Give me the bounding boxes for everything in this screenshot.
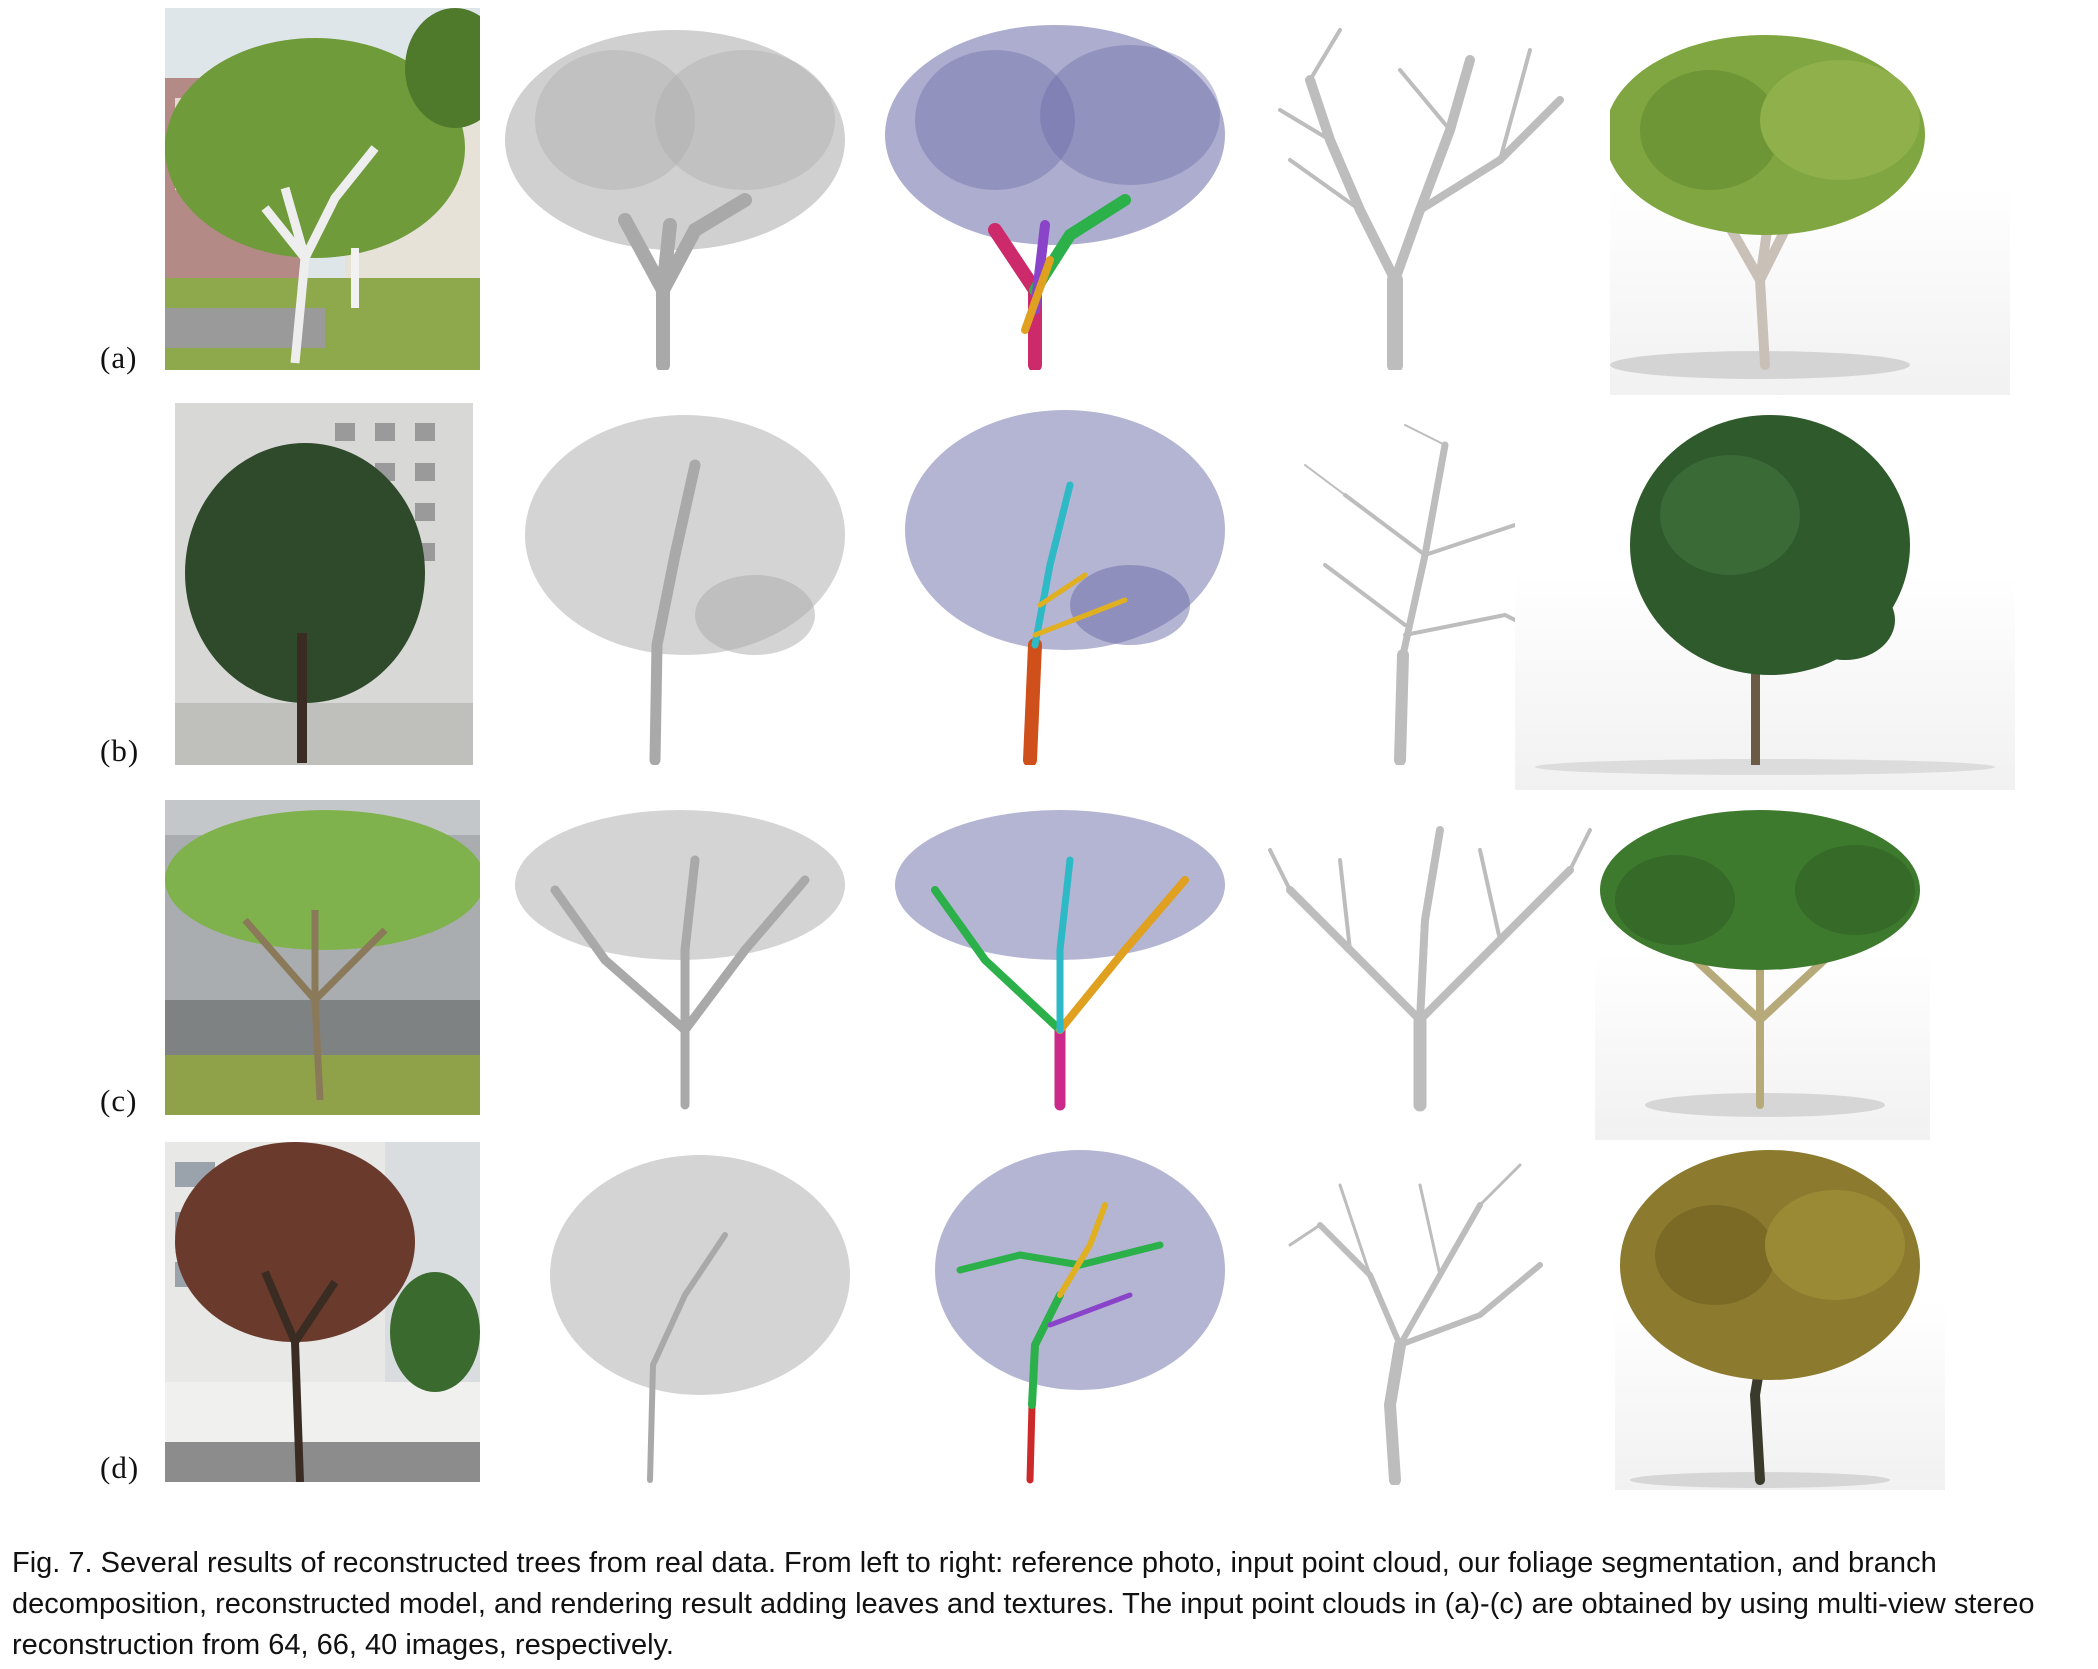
reference-photo: [175, 403, 473, 765]
row-label: (d): [100, 1450, 140, 1485]
row-label: (a): [100, 340, 138, 375]
row-label: (c): [100, 1083, 138, 1118]
reconstructed-branch-model: [1250, 800, 1610, 1115]
foliage-segmentation: [885, 800, 1235, 1115]
row-label: (b): [100, 733, 140, 768]
foliage-segmentation: [875, 10, 1235, 370]
reference-photo: [165, 1142, 480, 1482]
leaf-texture-rendering: [1610, 10, 2010, 400]
leaf-texture-rendering: [1515, 395, 2015, 790]
figure-row-d: (d): [0, 1140, 2098, 1495]
foliage-segmentation: [885, 405, 1235, 765]
figure-row-b: (b): [0, 395, 2098, 790]
input-point-cloud: [505, 405, 855, 765]
reference-photo: [165, 800, 480, 1115]
reconstructed-branch-model: [1280, 1145, 1580, 1485]
figure-row-a: (a): [0, 0, 2098, 400]
leaf-texture-rendering: [1595, 800, 1930, 1140]
input-point-cloud: [545, 1145, 855, 1485]
figure-caption: Fig. 7. Several results of reconstructed…: [12, 1547, 2035, 1661]
leaf-texture-rendering: [1615, 1145, 1945, 1490]
figure-7: (a): [0, 0, 2098, 1495]
reference-photo: [165, 8, 480, 370]
input-point-cloud: [495, 10, 855, 370]
figure-row-c: (c): [0, 795, 2098, 1160]
input-point-cloud: [505, 800, 855, 1115]
foliage-segmentation: [930, 1145, 1230, 1485]
reconstructed-branch-model: [1250, 10, 1610, 370]
